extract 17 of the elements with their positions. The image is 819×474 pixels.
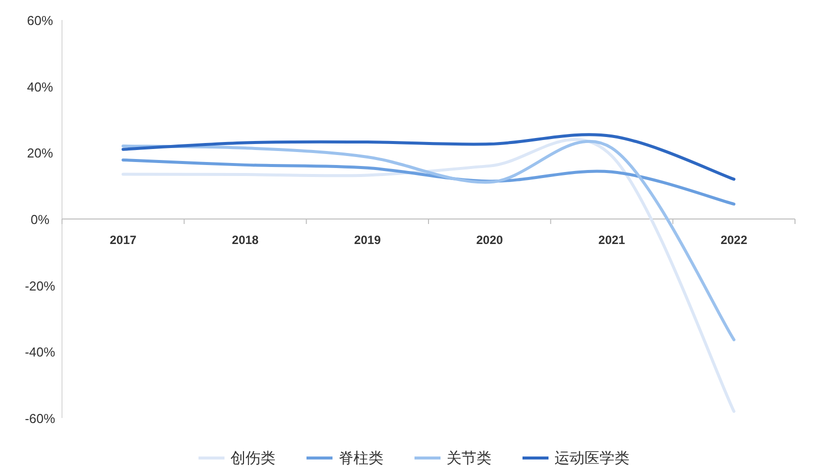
legend-label: 创伤类 — [230, 450, 276, 467]
legend-label: 关节类 — [446, 450, 492, 467]
x-tick-label: 2022 — [720, 233, 748, 247]
x-tick-label: 2021 — [598, 233, 626, 247]
x-tick-label: 2020 — [476, 233, 504, 247]
x-tick-label: 2019 — [354, 233, 382, 247]
x-tick-label: 2017 — [110, 233, 137, 247]
y-tick-label: 60% — [26, 13, 54, 28]
y-tick-label: 0% — [30, 212, 50, 227]
legend-label: 运动医学类 — [554, 450, 630, 467]
y-tick-label: 40% — [26, 79, 54, 94]
y-tick-label: -20% — [24, 278, 56, 294]
y-tick-label: -40% — [24, 344, 56, 360]
y-tick-label: -60% — [24, 411, 56, 426]
x-tick-label: 2018 — [232, 233, 259, 247]
y-tick-label: 20% — [26, 146, 54, 161]
legend-label: 脊柱类 — [338, 450, 384, 467]
